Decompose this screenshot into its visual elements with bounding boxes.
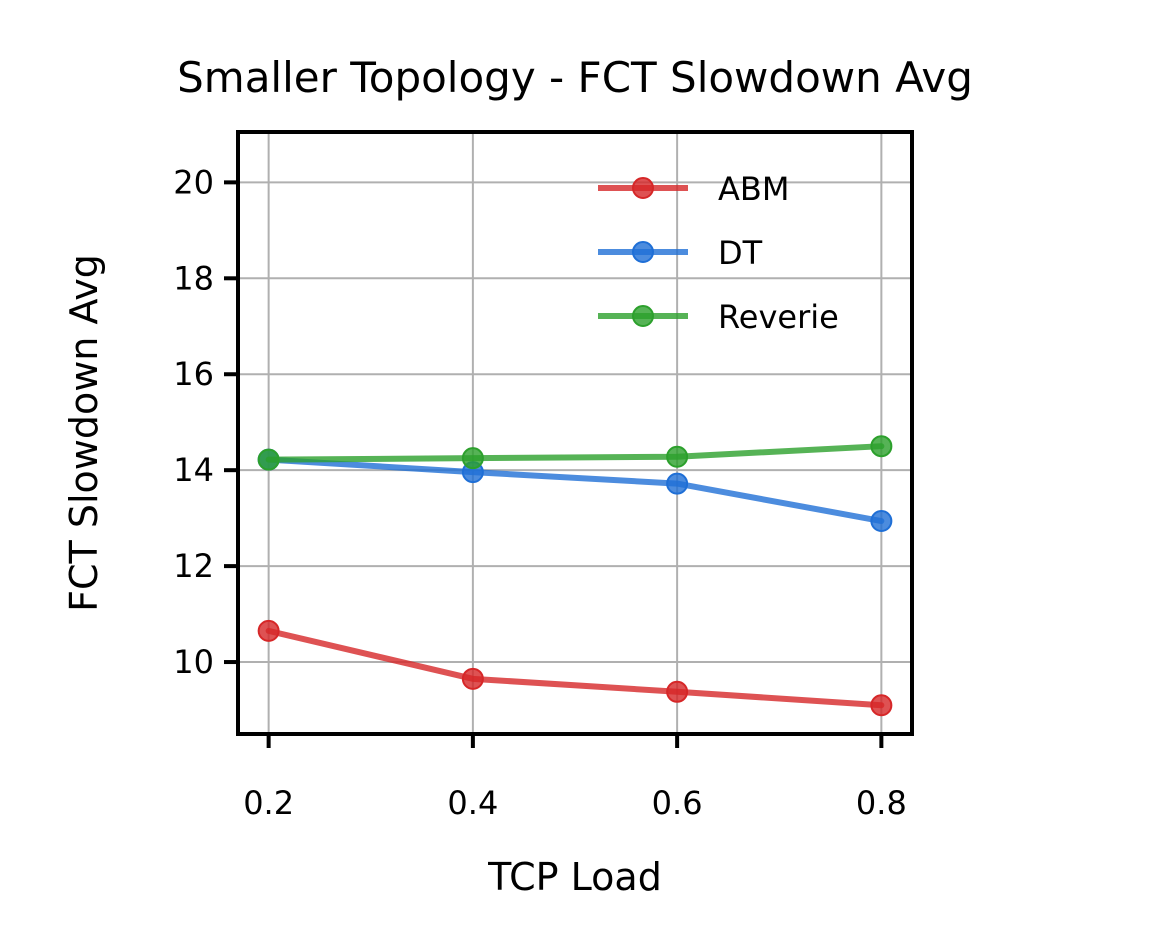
legend-item-abm: ABM <box>598 170 789 208</box>
data-point <box>257 619 280 642</box>
data-point <box>870 510 893 533</box>
legend-item-dt: DT <box>598 234 763 272</box>
axes: 0.2 0.4 0.6 0.8 10 12 14 16 18 20 <box>173 163 907 822</box>
chart-title: Smaller Topology - FCT Slowdown Avg <box>177 53 973 102</box>
y-axis-label: FCT Slowdown Avg <box>62 254 106 612</box>
series-group <box>257 435 893 717</box>
grid <box>238 132 912 734</box>
data-point <box>461 447 484 470</box>
series-line <box>265 456 885 525</box>
y-tick-label: 10 <box>173 643 214 681</box>
legend-marker <box>632 305 654 327</box>
legend-item-reverie: Reverie <box>598 298 839 336</box>
legend-label: Reverie <box>718 298 839 336</box>
series-reverie <box>257 435 893 471</box>
data-point <box>666 472 689 495</box>
y-tick-label: 12 <box>173 547 214 585</box>
data-point <box>666 680 689 703</box>
series-line <box>265 443 885 463</box>
legend-marker <box>632 241 654 263</box>
data-point <box>870 694 893 717</box>
legend-label: ABM <box>718 170 789 208</box>
y-tick-label: 20 <box>173 163 214 201</box>
y-tick-label: 14 <box>173 451 214 489</box>
plot-area-frame <box>236 130 914 736</box>
x-tick-label: 0.8 <box>856 784 907 822</box>
x-axis-label: TCP Load <box>487 855 662 899</box>
y-tick-label: 16 <box>173 355 214 393</box>
series-line <box>265 627 885 709</box>
y-tick-label: 18 <box>173 259 214 297</box>
legend: ABM DT Reverie <box>598 170 839 336</box>
x-tick-label: 0.2 <box>243 784 294 822</box>
data-point <box>461 667 484 690</box>
series-abm <box>257 619 893 717</box>
data-point <box>666 445 689 468</box>
x-tick-label: 0.4 <box>447 784 498 822</box>
data-point <box>870 435 893 458</box>
legend-label: DT <box>718 234 763 272</box>
data-point <box>257 448 280 471</box>
x-tick-label: 0.6 <box>652 784 703 822</box>
legend-marker <box>632 177 654 199</box>
